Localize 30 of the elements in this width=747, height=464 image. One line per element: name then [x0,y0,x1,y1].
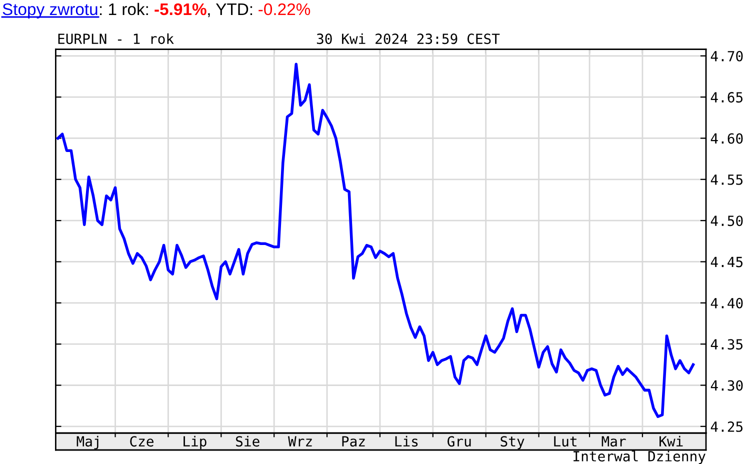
y-tick-label: 4.70 [710,50,743,62]
text: -0.22% [258,3,310,16]
x-tick-label: Sty [500,436,524,450]
x-tick-label: Gru [448,436,471,447]
text: , YTD: [208,4,252,18]
y-tick-label: 4.30 [710,380,743,391]
x-tick-label: Maj [76,436,98,450]
chart-subtitle: 30 Kwi 2024 23:59 CEST [316,33,500,44]
x-tick-label: Wrz [288,436,312,446]
x-axis-title: Interwal Dzienny [574,450,706,464]
x-tick-label: Sie [236,436,260,447]
chart-title: EURPLN - 1 rok [58,33,174,44]
text: : 1 rok: [100,2,148,16]
text: Stopy zwrotu [2,3,98,18]
y-tick-label: 4.60 [710,133,743,144]
y-tick-label: 4.55 [710,174,743,185]
y-tick-label: 4.65 [710,92,743,103]
x-tick-label: Paz [342,436,365,447]
x-tick-label: Lis [395,436,418,447]
x-tick-label: Lut [554,436,576,447]
y-tick-label: 4.25 [710,421,743,432]
x-tick-label: Cze [130,436,154,447]
x-tick-label: Kwi [660,436,683,446]
y-tick-label: 4.50 [710,216,743,226]
x-tick-label: Mar [602,436,626,447]
y-tick-label: 4.40 [710,298,743,308]
y-tick-label: 4.45 [710,256,743,268]
y-tick-label: 4.35 [710,339,743,350]
x-tick-label: Lip [184,436,206,450]
text: -5.91% [154,3,206,16]
